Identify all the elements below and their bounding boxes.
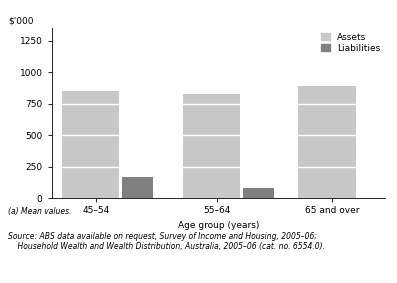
- Bar: [62, 91, 119, 198]
- Bar: [298, 86, 356, 198]
- Bar: [183, 94, 241, 198]
- Text: $'000: $'000: [8, 16, 33, 25]
- Legend: Assets, Liabilities: Assets, Liabilities: [321, 33, 381, 53]
- Bar: [243, 188, 274, 198]
- Text: Source: ABS data available on request, Survey of Income and Housing, 2005–06;
  : Source: ABS data available on request, S…: [8, 232, 325, 252]
- Text: (a) Mean values.: (a) Mean values.: [8, 207, 71, 216]
- X-axis label: Age group (years): Age group (years): [178, 221, 259, 230]
- Bar: [121, 177, 153, 198]
